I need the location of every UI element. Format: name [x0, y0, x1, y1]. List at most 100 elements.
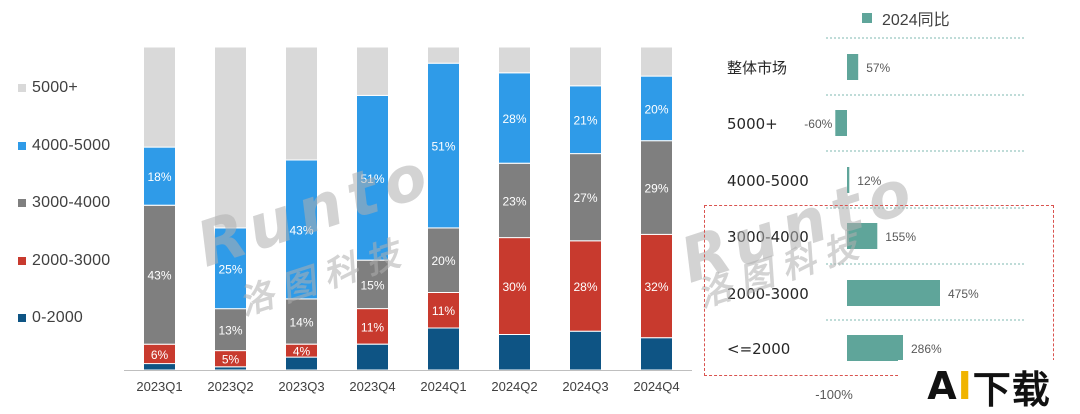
bar-segment-3000-4000-2023Q4: [356, 259, 389, 310]
legend-swatch: [18, 256, 26, 265]
data-label-4000-5000-2024Q3: 21%: [573, 114, 597, 128]
data-label-2000-3000-2024Q1: 11%: [432, 304, 455, 318]
bar-segment-5000+-2023Q4: [356, 46, 389, 96]
yoy-bar-5000+: [835, 110, 847, 136]
badge-a: A: [927, 364, 958, 408]
legend-swatch: [18, 84, 26, 92]
data-label-3000-4000-2023Q3: 14%: [289, 316, 313, 330]
legend-swatch: [18, 314, 26, 322]
badge-i: I: [957, 364, 973, 408]
bar-segment-0-2000-2024Q3: [569, 330, 602, 371]
bar-segment-3000-4000-2024Q2: [498, 162, 531, 239]
x-tick-label-2023Q4: 2023Q4: [349, 379, 395, 394]
bar-segment-5000+-2023Q3: [285, 46, 318, 161]
yoy-legend: 2024同比: [862, 6, 950, 30]
x-tick-label-2024Q3: 2024Q3: [562, 379, 608, 394]
bar-segment-5000+-2024Q4: [640, 46, 673, 77]
data-label-2000-3000-2024Q4: 32%: [644, 280, 668, 294]
yoy-bar-2000-3000: [847, 280, 940, 306]
yoy-x-tick-label: -100%: [815, 387, 853, 402]
data-label-3000-4000-2023Q1: 43%: [147, 269, 171, 283]
bar-segment-4000-5000-2024Q4: [640, 75, 673, 142]
yoy-value-label-5000+: -60%: [804, 117, 832, 131]
data-label-3000-4000-2023Q4: 15%: [360, 278, 384, 292]
highlight-dashed-box: [704, 205, 1054, 376]
data-label-2000-3000-2024Q3: 28%: [573, 280, 597, 294]
bar-segment-0-2000-2023Q3: [285, 356, 318, 371]
data-label-2000-3000-2023Q4: 11%: [361, 320, 384, 334]
bar-segment-5000+-2023Q1: [143, 46, 176, 148]
data-label-4000-5000-2023Q2: 25%: [218, 262, 242, 276]
data-label-4000-5000-2024Q2: 28%: [502, 112, 526, 126]
badge-text: 下载: [972, 367, 1051, 412]
legend-label: 0-2000: [32, 309, 84, 326]
yoy-bar-3000-4000: [847, 223, 878, 249]
bar-segment-4000-5000-2024Q3: [569, 85, 602, 155]
x-tick-label-2024Q1: 2024Q1: [420, 379, 466, 394]
yoy-value-label-3000-4000: 155%: [885, 230, 916, 244]
bar-segment-0-2000-2023Q4: [356, 343, 389, 371]
data-label-3000-4000-2024Q1: 20%: [431, 254, 455, 268]
x-tick-label-2023Q1: 2023Q1: [136, 379, 182, 394]
bar-segment-0-2000-2024Q2: [498, 334, 531, 371]
data-label-2000-3000-2023Q2: 5%: [222, 353, 240, 367]
legend-swatch: [18, 199, 26, 207]
yoy-legend-label: 2024同比: [882, 12, 950, 29]
bar-segment-4000-5000-2024Q1: [427, 62, 460, 229]
bar-segment-0-2000-2024Q4: [640, 337, 673, 371]
legend-label: 4000-5000: [32, 136, 111, 154]
bar-segment-4000-5000-2023Q1: [143, 146, 176, 206]
legend-swatch: [18, 141, 26, 150]
yoy-legend-swatch: [862, 13, 872, 23]
bar-segment-4000-5000-2023Q2: [214, 227, 247, 310]
x-tick-label-2024Q4: 2024Q4: [633, 379, 679, 394]
data-label-3000-4000-2023Q2: 13%: [218, 324, 242, 338]
bar-segment-3000-4000-2023Q2: [214, 308, 247, 352]
yoy-value-label-2000-3000: 475%: [948, 287, 979, 301]
legend-item-3000-4000: 3000-4000: [18, 193, 110, 213]
ai-download-badge: A I 下载: [898, 360, 1080, 412]
yoy-category-label-5000+: 5000+: [727, 115, 778, 133]
stack-legend: 5000+ 4000-5000 3000-4000 2000-3000 0-2000: [18, 78, 110, 366]
yoy-category-label-整体市场: 整体市场: [727, 59, 787, 77]
legend-item-4000-5000: 4000-5000: [18, 136, 110, 156]
bar-segment-2000-3000-2024Q3: [569, 240, 602, 332]
legend-item-5000+: 5000+: [18, 78, 110, 98]
data-label-2000-3000-2024Q2: 30%: [502, 280, 526, 294]
x-tick-label-2023Q2: 2023Q2: [207, 379, 253, 394]
x-tick-label-2024Q2: 2024Q2: [491, 379, 537, 394]
legend-label: 3000-4000: [32, 194, 111, 211]
yoy-category-label-2000-3000: 2000-3000: [727, 285, 809, 303]
bar-segment-5000+-2023Q2: [214, 46, 247, 229]
yoy-category-label-4000-5000: 4000-5000: [727, 172, 809, 190]
bar-segment-0-2000-2023Q1: [143, 363, 176, 371]
bar-segment-4000-5000-2023Q4: [356, 94, 389, 261]
bar-segment-5000+-2024Q2: [498, 46, 531, 74]
bar-segment-5000+-2024Q3: [569, 46, 602, 87]
bar-segment-0-2000-2024Q1: [427, 327, 460, 371]
bar-segment-3000-4000-2024Q1: [427, 227, 460, 293]
data-label-3000-4000-2024Q3: 27%: [573, 191, 597, 205]
bar-segment-2000-3000-2024Q4: [640, 233, 673, 339]
yoy-bar-<=2000: [847, 335, 903, 361]
data-label-4000-5000-2023Q3: 43%: [289, 224, 313, 238]
bar-segment-2000-3000-2023Q4: [356, 308, 389, 345]
yoy-bar-chart: 整体市场 57% 5000+ -60% 4000-5000 12% 3000-4000 155…: [727, 37, 1026, 402]
bar-segment-4000-5000-2023Q3: [285, 159, 318, 300]
data-label-4000-5000-2024Q4: 20%: [644, 102, 668, 116]
data-label-3000-4000-2024Q2: 23%: [502, 194, 526, 208]
data-label-3000-4000-2024Q4: 29%: [644, 182, 668, 196]
yoy-value-label-<=2000: 286%: [911, 342, 942, 356]
data-label-2000-3000-2023Q3: 4%: [293, 345, 311, 359]
stacked-bar-chart: 6% 43% 18% 2023Q1 5% 13% 25% 2023Q2 4% 14% 43% 2023…: [124, 46, 692, 394]
yoy-category-label-<=2000: <=2000: [727, 340, 790, 358]
legend-label: 5000+: [32, 79, 78, 96]
yoy-value-label-整体市场: 57%: [866, 61, 890, 75]
data-label-2000-3000-2023Q1: 6%: [151, 348, 169, 362]
bar-segment-3000-4000-2024Q3: [569, 153, 602, 242]
data-label-4000-5000-2023Q4: 51%: [360, 172, 384, 186]
x-tick-label-2023Q3: 2023Q3: [278, 379, 324, 394]
bar-segment-3000-4000-2024Q4: [640, 140, 673, 235]
legend-item-0-2000: 0-2000: [18, 308, 110, 328]
yoy-bar-整体市场: [847, 54, 859, 80]
